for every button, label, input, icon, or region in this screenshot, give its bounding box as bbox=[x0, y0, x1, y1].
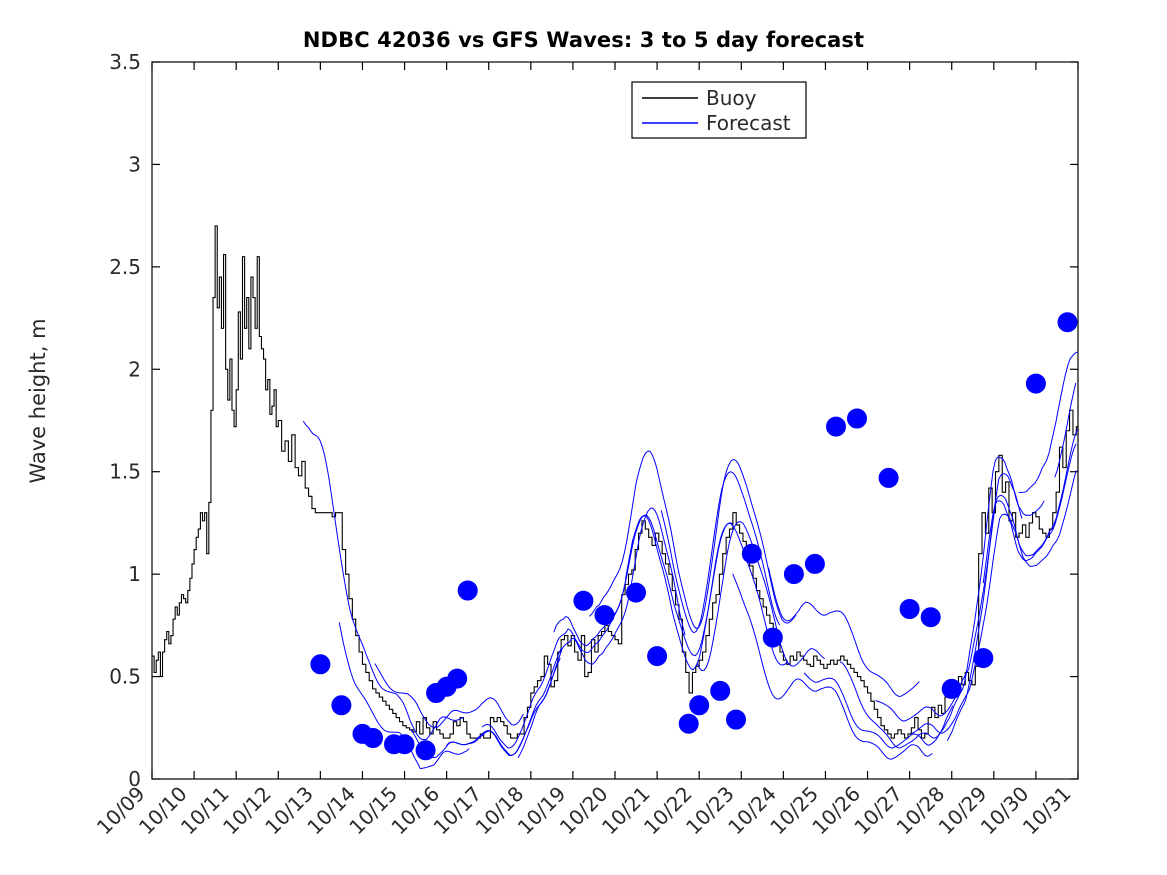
forecast-marker-point bbox=[363, 728, 383, 748]
forecast-marker-point bbox=[1057, 312, 1078, 333]
forecast-marker-point bbox=[847, 408, 867, 429]
forecast-marker-point bbox=[878, 467, 899, 488]
legend-label-forecast: Forecast bbox=[706, 111, 791, 135]
forecast-marker-point bbox=[920, 607, 941, 628]
forecast-marker-point bbox=[457, 580, 478, 601]
forecast-marker-point bbox=[941, 678, 962, 699]
legend-label-buoy: Buoy bbox=[706, 86, 757, 110]
chart-title: NDBC 42036 vs GFS Waves: 3 to 5 day fore… bbox=[302, 28, 865, 52]
y-tick-label: 2.5 bbox=[109, 255, 141, 279]
forecast-marker-point bbox=[689, 695, 710, 716]
forecast-marker-point bbox=[594, 605, 615, 626]
y-tick-label: 0 bbox=[128, 767, 141, 791]
forecast-marker-point bbox=[826, 416, 846, 437]
series-forecast-markers bbox=[310, 312, 1078, 761]
forecast-marker-point bbox=[573, 590, 594, 611]
y-tick-label: 0.5 bbox=[109, 665, 141, 689]
forecast-marker-point bbox=[804, 553, 825, 574]
y-tick-label: 1 bbox=[128, 562, 141, 586]
series-buoy-line bbox=[152, 225, 1079, 739]
forecast-marker-point bbox=[762, 627, 783, 648]
forecast-marker-point bbox=[415, 740, 436, 761]
x-axis-ticks: 10/0910/1010/1110/1210/1310/1410/1510/16… bbox=[92, 62, 1079, 840]
forecast-marker-point bbox=[678, 713, 699, 734]
y-tick-label: 3 bbox=[128, 152, 141, 176]
y-tick-label: 1.5 bbox=[109, 460, 141, 484]
forecast-marker-point bbox=[710, 680, 731, 701]
forecast-marker-point bbox=[899, 599, 920, 619]
forecast-marker-point bbox=[1025, 373, 1046, 394]
forecast-marker-point bbox=[726, 709, 746, 730]
axes-frame bbox=[151, 61, 1079, 780]
forecast-marker-point bbox=[310, 654, 331, 675]
forecast-marker-point bbox=[783, 564, 804, 585]
forecast-marker-point bbox=[394, 734, 415, 755]
forecast-marker-point bbox=[973, 648, 994, 669]
y-tick-label: 2 bbox=[128, 357, 141, 381]
x-tick-label: 10/31 bbox=[1018, 782, 1076, 840]
forecast-marker-point bbox=[447, 668, 468, 689]
forecast-marker-point bbox=[741, 543, 762, 564]
forecast-marker-point bbox=[647, 646, 668, 667]
forecast-marker-point bbox=[626, 582, 646, 603]
y-axis-ticks: 0 0.5 1 1.5 2 2.5 3 3.5 bbox=[109, 50, 1078, 791]
y-tick-label: 3.5 bbox=[109, 50, 141, 74]
forecast-marker-point bbox=[331, 695, 352, 716]
